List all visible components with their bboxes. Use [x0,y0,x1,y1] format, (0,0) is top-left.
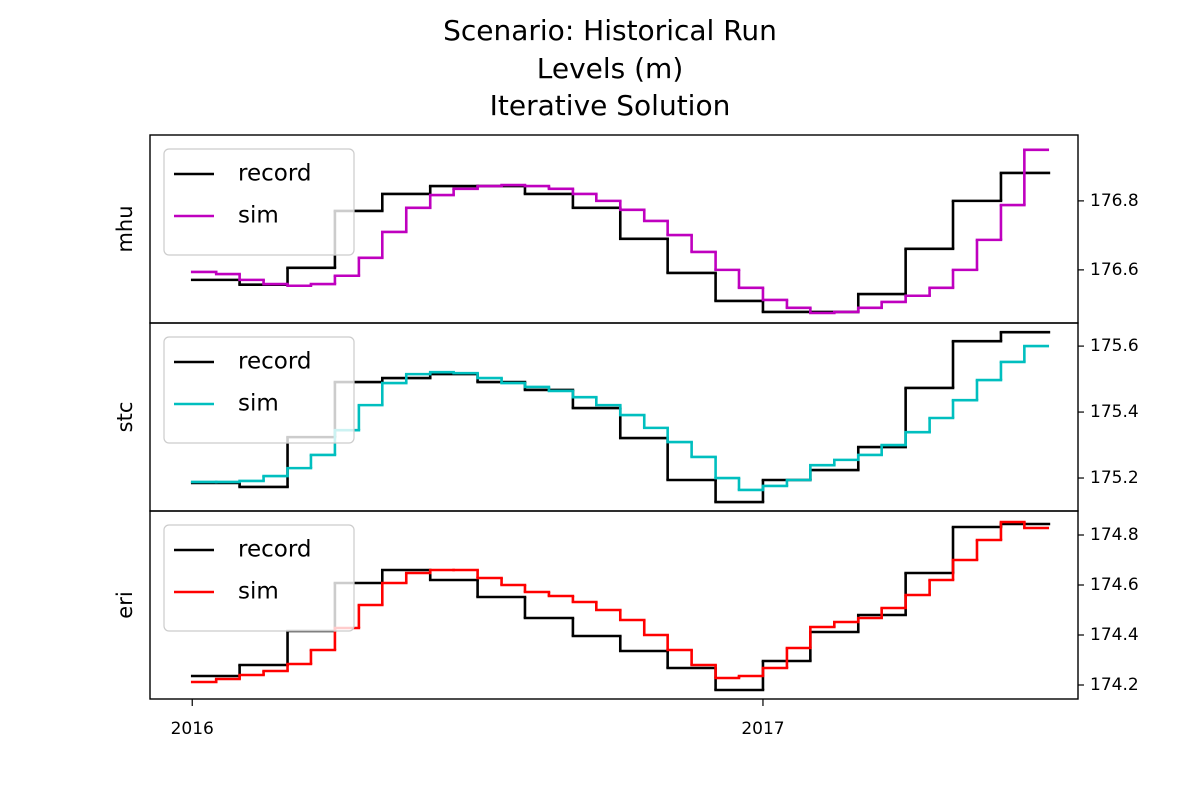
y-tick-label: 175.2 [1090,468,1139,488]
y-tick-label: 174.8 [1090,525,1139,545]
legend-label: sim [238,579,279,605]
plot-area [190,148,1051,315]
y-tick-label: 174.6 [1090,575,1139,595]
legend-label: sim [238,203,279,229]
y-tick-label: 174.4 [1090,625,1139,645]
plot-area [190,330,1051,504]
y-tick-label: 174.2 [1090,675,1139,695]
plot-area [190,520,1051,692]
legend-label: record [238,537,311,563]
legend-box [163,148,355,256]
axes-frame [149,510,1079,700]
x-tick-label: 2016 [171,719,214,739]
title-line: Levels (m) [537,52,684,85]
legend-box [163,524,355,632]
y-tick-label: 176.6 [1090,260,1139,280]
y-axis-label: mhu [113,205,137,252]
y-tick-label: 176.8 [1090,191,1139,211]
legend-box [163,336,355,444]
title-line: Scenario: Historical Run [443,14,777,47]
legend-label: record [238,161,311,187]
legend-label: record [238,349,311,375]
y-axis-label: eri [113,591,137,618]
title-line: Iterative Solution [490,89,731,122]
y-axis-label: stc [113,402,137,433]
y-tick-label: 175.4 [1090,402,1139,422]
x-tick-label: 2017 [741,719,784,739]
legend-label: sim [238,391,279,417]
y-tick-label: 175.6 [1090,336,1139,356]
